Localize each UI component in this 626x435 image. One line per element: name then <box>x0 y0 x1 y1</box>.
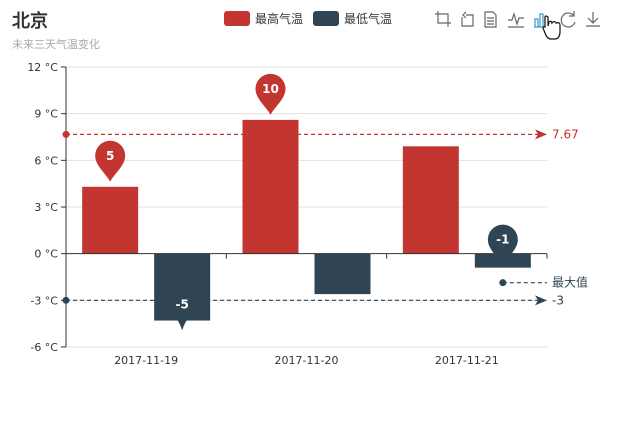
cursor-icon <box>542 15 561 40</box>
legend-item[interactable]: 最低气温 <box>313 11 392 26</box>
mark-point-label: 5 <box>106 149 114 163</box>
toolbox <box>435 11 600 40</box>
bar-series <box>82 119 531 321</box>
x-axis: 2017-11-19 2017-11-20 2017-11-21 <box>65 253 548 367</box>
mark-line-label: -3 <box>552 293 564 307</box>
mark-point-shape <box>95 140 126 182</box>
bar <box>82 186 139 254</box>
legend: 最高气温 最低气温 <box>224 11 392 26</box>
y-tick-label: 9 °C <box>34 108 58 121</box>
download-icon[interactable] <box>586 12 600 27</box>
line-chart-icon[interactable] <box>508 12 524 28</box>
chart-subtitle: 未来三天气温变化 <box>12 37 100 51</box>
mark-points: 5 10 -5 -1 <box>95 73 518 331</box>
zoom-reset-icon[interactable] <box>461 11 474 27</box>
bar <box>314 253 371 295</box>
mark-point-label: -1 <box>496 233 509 247</box>
y-tick-label: -6 °C <box>30 341 58 354</box>
mark-point-shape <box>255 73 286 115</box>
data-view-icon[interactable] <box>484 11 497 28</box>
mark-point-pin: 5 <box>95 140 126 182</box>
bar <box>402 146 459 254</box>
mark-point-pin: -5 <box>167 275 198 331</box>
mark-point-pin: -1 <box>487 224 518 266</box>
mark-point-shape <box>487 224 518 266</box>
mark-lines: 7.67 -3 最大值 <box>62 127 588 307</box>
restore-icon[interactable] <box>560 11 576 28</box>
x-tick-label: 2017-11-21 <box>435 354 499 367</box>
bar <box>242 119 299 254</box>
mark-point-label: -5 <box>175 298 188 312</box>
data-zoom-icon[interactable] <box>435 11 451 27</box>
chart-title: 北京 <box>12 10 48 32</box>
y-tick-label: 6 °C <box>34 154 58 167</box>
y-tick-label: 3 °C <box>34 201 58 214</box>
mark-line-arrow <box>535 129 547 140</box>
y-tick-label: 12 °C <box>27 61 58 74</box>
mark-line-label: 7.67 <box>552 127 579 141</box>
x-tick-label: 2017-11-19 <box>114 354 178 367</box>
legend-swatch <box>224 11 250 26</box>
legend-swatch <box>313 11 339 26</box>
mark-point-label: 10 <box>262 82 279 96</box>
mark-line-arrow <box>535 295 547 306</box>
legend-item[interactable]: 最高气温 <box>224 11 303 26</box>
x-tick-label: 2017-11-20 <box>275 354 339 367</box>
bar-chart-icon[interactable] <box>534 13 549 28</box>
legend-label: 最高气温 <box>255 11 303 26</box>
y-axis: 12 °C 9 °C 6 °C 3 °C 0 °C -3 °C -6 °C <box>27 61 67 354</box>
max-line-label: 最大值 <box>552 275 588 290</box>
mark-point-pin: 10 <box>255 73 286 115</box>
y-tick-label: 0 °C <box>34 248 58 261</box>
mark-point-shape <box>167 275 198 331</box>
y-tick-label: -3 °C <box>30 294 58 307</box>
legend-label: 最低气温 <box>344 11 392 26</box>
